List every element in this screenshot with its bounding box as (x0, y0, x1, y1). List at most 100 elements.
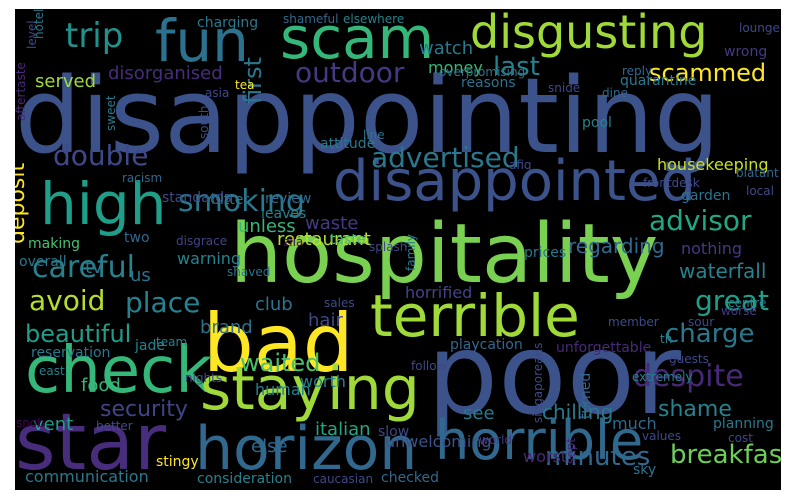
word-trip: trip (65, 16, 124, 56)
word-sales: sales (324, 296, 355, 310)
word-nothing: nothing (681, 239, 743, 258)
word-regarding: regarding (568, 234, 665, 258)
word-chilling: chilling (542, 400, 614, 424)
word-centre: centre (728, 296, 767, 310)
word-brand: brand (200, 317, 253, 338)
word-cloud: disappointing poor hospitality bad star … (15, 9, 781, 490)
word-overall: overall (19, 254, 67, 270)
word-follow: follow (411, 359, 447, 373)
word-unwelcoming: unwelcoming (385, 432, 492, 451)
word-charge: charge (665, 319, 755, 349)
word-team: team (156, 335, 188, 349)
word-tea: tea (235, 78, 255, 92)
word-checked: checked (381, 470, 439, 486)
word-sweet: sweet (104, 95, 118, 131)
word-worse: worse (721, 304, 757, 318)
word-horizon: horizon (195, 414, 418, 484)
word-east: east (39, 364, 65, 378)
word-sky: sky (633, 462, 657, 478)
word-waterfall: waterfall (679, 259, 767, 283)
word-garden: garden (681, 188, 731, 204)
word-watch: watch (419, 38, 474, 59)
word-elsewhere: elsewhere (343, 12, 405, 26)
word-standards: standards (162, 190, 232, 206)
word-lounge: lounge (739, 21, 780, 35)
word-disgrace: disgrace (176, 234, 228, 248)
word-hotel: hotel (32, 9, 46, 39)
word-sept: sept (564, 438, 578, 464)
word-last: last (493, 52, 540, 82)
word-breakfast: breakfast (670, 440, 781, 470)
word-worst: worst (523, 447, 568, 466)
word-turned: turned (578, 372, 594, 419)
word-review: review (265, 191, 312, 207)
word-vent: vent (33, 414, 74, 435)
word-waited: waited (240, 349, 321, 377)
word-pool: pool (582, 115, 612, 131)
word-unless: unless (238, 216, 296, 237)
word-scam: scam (280, 9, 435, 72)
word-charging: charging (197, 15, 259, 31)
word-shameful: shameful (283, 12, 339, 26)
word-much: much (612, 414, 657, 433)
word-terrible: terrible (370, 282, 580, 350)
word-leaves: leaves (261, 206, 307, 222)
word-high: high (40, 170, 167, 238)
word-quarantine: quarantine (620, 73, 697, 89)
word-snob: snob (16, 416, 45, 430)
word-italian: italian (315, 419, 371, 440)
word-bitter: bitter (211, 192, 250, 208)
word-us: us (130, 265, 151, 286)
word-advertised: advertised (371, 141, 520, 174)
word-frontdesk: frontdesk (643, 176, 700, 190)
word-smoking: smoking (178, 184, 305, 219)
word-two: two (124, 230, 150, 246)
word-disappointing: disappointing (15, 55, 720, 177)
word-singaporeans: singaporeans (531, 342, 545, 423)
word-check: check (25, 334, 213, 408)
word-sour: sour (688, 315, 715, 329)
word-staying: staying (200, 354, 420, 424)
word-disorganised: disorganised (108, 63, 223, 84)
word-warning: warning (177, 249, 242, 268)
word-poor: poor (427, 310, 682, 440)
word-unforgettable: unforgettable (556, 340, 652, 356)
word-jade: jade (135, 338, 165, 354)
word-outdoor: outdoor (295, 56, 405, 89)
word-splash: splash (369, 240, 408, 254)
word-club: club (255, 294, 293, 315)
word-avoid: avoid (29, 284, 106, 317)
word-overpromising: overpromising (439, 65, 526, 79)
word-fun: fun (155, 9, 249, 75)
word-reservation: reservation (31, 345, 111, 361)
word-asia: asia (205, 86, 230, 100)
word-consideration: consideration (197, 471, 292, 487)
word-double: double (53, 139, 149, 172)
word-guests: guests (669, 352, 709, 366)
word-line: line (363, 128, 385, 142)
word-cost: cost (728, 431, 753, 445)
word-hospitality: hospitality (230, 207, 659, 302)
word-prices: prices (524, 245, 567, 261)
word-aftertaste: aftertaste (15, 62, 28, 121)
word-beautiful: beautiful (25, 320, 132, 348)
word-local: local (746, 184, 774, 198)
word-money: money (428, 58, 483, 77)
word-horrible: horrible (435, 409, 644, 472)
word-worth: worth (300, 372, 346, 391)
word-nights: nights (185, 371, 223, 385)
word-racism: racism (122, 171, 163, 185)
word-caucasian: caucasian (313, 472, 374, 486)
word-taste: taste (330, 232, 366, 248)
word-disappointed: disappointed (333, 149, 696, 214)
word-housekeeping: housekeeping (657, 155, 769, 174)
word-zila: zila (283, 235, 304, 249)
word-afiq: afiq (509, 158, 532, 172)
word-else: else (251, 436, 288, 457)
word-making: making (28, 236, 80, 252)
word-shaved: shaved (227, 265, 271, 279)
word-security: security (100, 397, 188, 422)
word-extremely: extremely (632, 370, 693, 384)
word-served: served (35, 71, 97, 92)
word-place: place (125, 286, 201, 319)
